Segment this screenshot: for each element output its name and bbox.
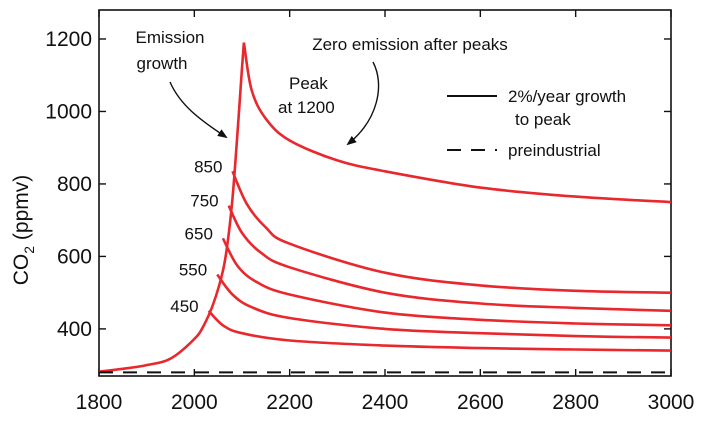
peak-label-750: 750 (190, 192, 218, 211)
annotation-peak-line2: at 1200 (278, 98, 335, 117)
y-tick-label-1200: 1200 (45, 28, 92, 51)
x-tick-label-2600: 2600 (457, 391, 504, 414)
annotation-peak-line1: Peak (289, 74, 328, 93)
arrow-zero-emission (346, 61, 380, 146)
legend-solid-label-line1: 2%/year growth (508, 87, 626, 106)
x-tick-label-2000: 2000 (171, 391, 218, 414)
y-tick-label-400: 400 (57, 318, 92, 341)
y-tick-label-800: 800 (57, 173, 92, 196)
y-tick-label-600: 600 (57, 245, 92, 268)
y-tick-label-1000: 1000 (45, 100, 92, 123)
series-lines (98, 42, 672, 373)
svg-text:CO2 (ppmv): CO2 (ppmv) (10, 175, 37, 285)
series-decay-peak-1200 (242, 42, 672, 204)
series-decay-850 (231, 170, 672, 294)
y-axis-label-sub: 2 (21, 246, 37, 254)
x-tick-label-3000: 3000 (648, 391, 695, 414)
legend: 2%/year growth to peak preindustrial (447, 87, 626, 160)
series-decay-550 (216, 273, 672, 339)
arrow-emission-growth (169, 81, 228, 139)
peak-label-450: 450 (170, 297, 198, 316)
peak-label-850: 850 (194, 157, 222, 176)
y-axis-label: CO2 (ppmv) (10, 175, 37, 285)
annotation-emission-line2: growth (136, 54, 187, 73)
y-axis-label-co: CO (10, 254, 33, 286)
series-decay-650 (221, 237, 672, 327)
peak-label-650: 650 (185, 224, 213, 243)
legend-dashed-label: preindustrial (508, 141, 601, 160)
x-tick-label-2800: 2800 (552, 391, 599, 414)
peak-label-550: 550 (179, 261, 207, 280)
annotation-zero-emission: Zero emission after peaks (312, 35, 508, 54)
x-tick-label-2200: 2200 (266, 391, 313, 414)
x-tick-labels: 1800 2000 2200 2400 2600 2800 3000 (76, 391, 695, 414)
axis-ticks (98, 10, 672, 376)
y-axis-label-unit: (ppmv) (10, 175, 33, 240)
series-growth-curve (98, 42, 246, 373)
x-tick-label-1800: 1800 (76, 391, 123, 414)
series-decay-750 (227, 205, 672, 313)
series-decay-450 (207, 309, 672, 352)
y-tick-labels: 400 600 800 1000 1200 (45, 28, 92, 341)
peak-labels: 450 550 650 750 850 (170, 157, 222, 316)
x-tick-label-2400: 2400 (362, 391, 409, 414)
legend-solid-label-line2: to peak (515, 110, 571, 129)
annotation-emission-line1: Emission (136, 28, 205, 47)
